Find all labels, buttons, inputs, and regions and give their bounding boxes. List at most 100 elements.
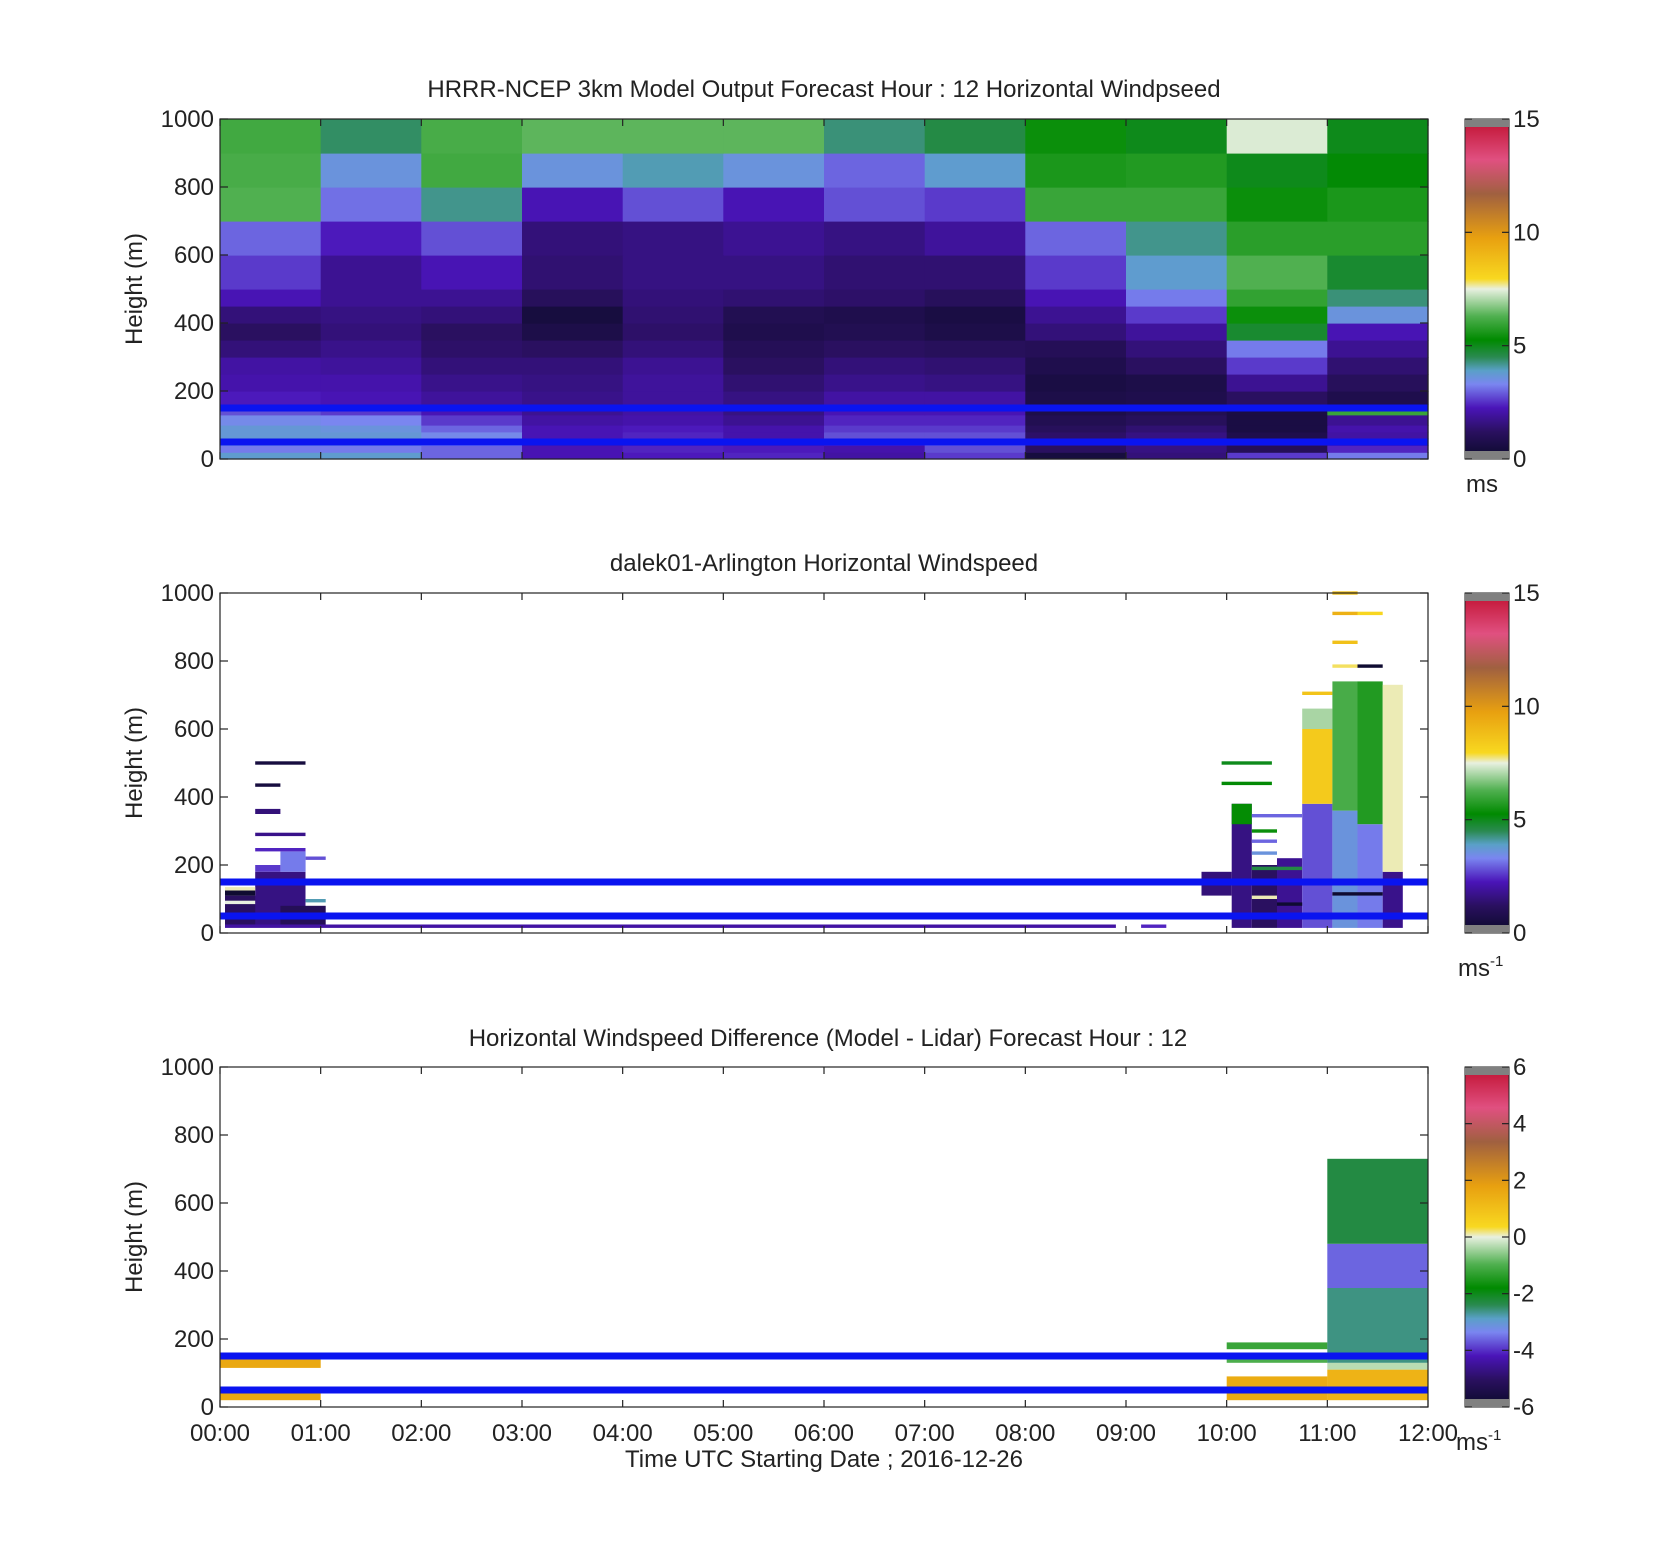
x-ticks (219, 1067, 1429, 1407)
heatmap-cell (1025, 221, 1127, 256)
heatmap-cell (1126, 221, 1228, 256)
y-axis-label: Height (m) (121, 1181, 148, 1293)
heatmap-cell (622, 425, 724, 433)
colorbar-tick-label: -2 (1513, 1281, 1534, 1308)
heatmap-cell (220, 374, 322, 392)
heatmap-cell (824, 431, 926, 440)
heatmap-cell (320, 153, 422, 188)
heatmap-cell (522, 119, 624, 154)
heatmap-cell (622, 357, 724, 375)
y-tick-label: 800 (174, 174, 214, 201)
heatmap-row (1251, 829, 1277, 833)
heatmap-cell (1025, 374, 1127, 392)
heatmap-cell (622, 391, 724, 406)
heatmap-row (1332, 681, 1358, 811)
heatmap-row (1357, 664, 1383, 668)
heatmap-cell (1025, 187, 1127, 222)
heatmap-cell (1025, 391, 1127, 406)
heatmap-cell (320, 187, 422, 222)
heatmap-cell (824, 452, 926, 460)
heatmap-cell (1327, 221, 1429, 256)
heatmap-cell (220, 255, 322, 290)
heatmap-row (1332, 810, 1358, 928)
reference-lines (220, 404, 1428, 446)
heatmap-row (1251, 851, 1277, 855)
heatmap-cell (924, 414, 1026, 426)
x-tick-label: 03:00 (492, 1420, 552, 1447)
heatmap-cell (1327, 445, 1429, 453)
heatmap-row (1251, 839, 1277, 843)
colorbar-unit: ms-1 (1458, 953, 1503, 982)
x-tick-label: 11:00 (1298, 1420, 1356, 1447)
heatmap-cell (1226, 445, 1328, 453)
heatmap-cell (522, 391, 624, 406)
heatmap-cell (924, 431, 1026, 440)
heatmap-cell (522, 425, 624, 433)
heatmap-cell (723, 187, 825, 222)
y-tick-label: 600 (174, 1190, 214, 1217)
heatmap-row (225, 890, 256, 896)
heatmap-cell (622, 221, 724, 256)
heatmap-cell (1327, 374, 1429, 392)
colorbar-tick-label: 10 (1513, 219, 1540, 246)
heatmap-cell (421, 306, 523, 324)
heatmap-cell (1126, 425, 1228, 433)
heatmap-cell (1126, 255, 1228, 290)
y-axis-label: Height (m) (121, 233, 148, 345)
heatmap-row (1231, 803, 1252, 825)
x-tick-label: 10:00 (1197, 1420, 1257, 1447)
heatmap-cell (723, 445, 825, 453)
heatmap-row (255, 761, 306, 765)
heatmap-cell (320, 289, 422, 307)
panel-title: HRRR-NCEP 3km Model Output Forecast Hour… (427, 76, 1220, 103)
heatmap-cell (1025, 289, 1127, 307)
heatmap-cell (622, 414, 724, 426)
heatmap-row (1332, 640, 1358, 644)
heatmap-cell (421, 391, 523, 406)
y-tick-label: 1000 (161, 580, 214, 607)
heatmap-cell (320, 255, 422, 290)
x-ticks (219, 593, 1429, 933)
heatmap-cell (1226, 153, 1328, 188)
heatmap-cell (824, 323, 926, 341)
heatmap-cell (1327, 357, 1429, 375)
heatmap-cell (924, 306, 1026, 324)
heatmap-cell (622, 340, 724, 358)
panel-title: Horizontal Windspeed Difference (Model -… (469, 1025, 1188, 1052)
heatmap-cell (1327, 255, 1429, 290)
heatmap-cell (320, 414, 422, 426)
heatmap-cell (723, 340, 825, 358)
heatmap-cell (924, 425, 1026, 433)
colorbar-gradient (1464, 118, 1510, 460)
heatmap-cell (522, 414, 624, 426)
heatmap-cell (1327, 431, 1429, 440)
heatmap-cell (220, 340, 322, 358)
heatmap-cell (622, 153, 724, 188)
heatmap-cell (522, 289, 624, 307)
heatmap-cell (1025, 255, 1127, 290)
heatmap-row (1231, 803, 1252, 928)
heatmap-row (1221, 761, 1272, 765)
heatmap-row (1141, 924, 1167, 928)
heatmap-cell (824, 187, 926, 222)
x-tick-label: 00:00 (190, 1420, 250, 1447)
heatmap-cell (1327, 289, 1429, 307)
heatmap-row (305, 899, 326, 903)
heatmap-row (1332, 664, 1358, 668)
colorbar-cap-top (1465, 1067, 1509, 1075)
heatmap-cell (1126, 445, 1228, 453)
heatmap-cell (824, 153, 926, 188)
heatmap-cell (824, 414, 926, 426)
y-tick-label: 0 (201, 920, 214, 947)
heatmap-cells (220, 119, 1429, 460)
x-tick-label: 02:00 (391, 1420, 451, 1447)
heatmap-row (280, 851, 306, 872)
colorbar: 0 5 10 15 (1464, 580, 1540, 947)
heatmap-row (1327, 1288, 1428, 1363)
heatmap-cell (723, 391, 825, 406)
heatmap-cell (1126, 431, 1228, 440)
x-tick-label: 09:00 (1096, 1420, 1156, 1447)
heatmap-cell (622, 187, 724, 222)
heatmap-row (1382, 684, 1403, 872)
heatmap-cell (522, 221, 624, 256)
